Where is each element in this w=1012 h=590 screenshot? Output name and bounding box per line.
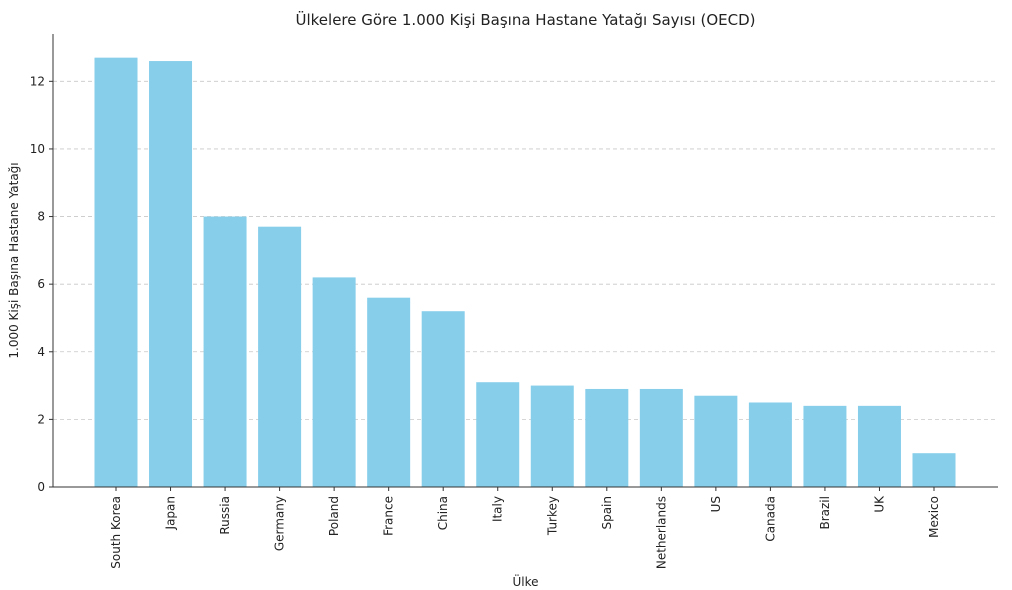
- x-tick-labels: South Korea Japan Russia Germany Poland Franc…: [109, 487, 941, 569]
- x-tick-label-poland: Poland: [327, 496, 341, 536]
- bar-turkey: [530, 385, 574, 487]
- x-tick-label-brazil: Brazil: [818, 496, 832, 530]
- bar-germany: [258, 226, 302, 487]
- bar-brazil: [803, 405, 847, 487]
- bar-mexico: [912, 453, 956, 487]
- bar-uk: [857, 405, 901, 487]
- x-axis-title: Ülke: [512, 573, 538, 589]
- bar-spain: [585, 388, 629, 487]
- x-tick-label-china: China: [436, 496, 450, 530]
- y-tick-labels: 0 2 4 6 8 10 12: [30, 74, 53, 494]
- y-tick-label-2: 2: [37, 412, 45, 426]
- x-tick-label-turkey: Turkey: [545, 496, 559, 536]
- y-tick-label-0: 0: [37, 480, 45, 494]
- y-tick-label-12: 12: [30, 74, 45, 88]
- grid-lines: [53, 80, 998, 420]
- bar-canada: [748, 402, 792, 487]
- y-tick-label-4: 4: [37, 345, 45, 359]
- x-tick-label-japan: Japan: [164, 496, 178, 530]
- bar-japan: [149, 61, 193, 488]
- x-tick-label-france: France: [382, 496, 396, 536]
- y-tick-label-6: 6: [37, 277, 45, 291]
- bar-china: [421, 311, 465, 487]
- bars: [94, 57, 956, 488]
- chart-title: Ülkelere Göre 1.000 Kişi Başına Hastane …: [296, 10, 756, 29]
- x-tick-label-italy: Italy: [491, 496, 505, 522]
- x-tick-label-spain: Spain: [600, 496, 614, 530]
- x-tick-label-mexico: Mexico: [927, 496, 941, 538]
- x-tick-label-us: US: [709, 496, 723, 512]
- x-tick-label-canada: Canada: [763, 496, 777, 542]
- y-axis-title: 1.000 Kişi Başına Hastane Yatağı: [7, 162, 21, 358]
- x-tick-label-germany: Germany: [273, 496, 287, 551]
- bar-poland: [312, 277, 356, 487]
- axes: [52, 34, 998, 488]
- bar-us: [694, 395, 738, 487]
- x-tick-label-russia: Russia: [218, 496, 232, 535]
- bar-south-korea: [94, 57, 138, 487]
- bar-netherlands: [639, 388, 683, 487]
- x-tick-label-netherlands: Netherlands: [654, 496, 668, 569]
- bar-russia: [203, 216, 247, 487]
- bar-italy: [476, 382, 520, 487]
- y-tick-label-8: 8: [37, 210, 45, 224]
- bar-france: [367, 297, 411, 487]
- y-tick-label-10: 10: [30, 142, 45, 156]
- x-tick-label-south-korea: South Korea: [109, 496, 123, 569]
- x-tick-label-uk: UK: [872, 495, 886, 513]
